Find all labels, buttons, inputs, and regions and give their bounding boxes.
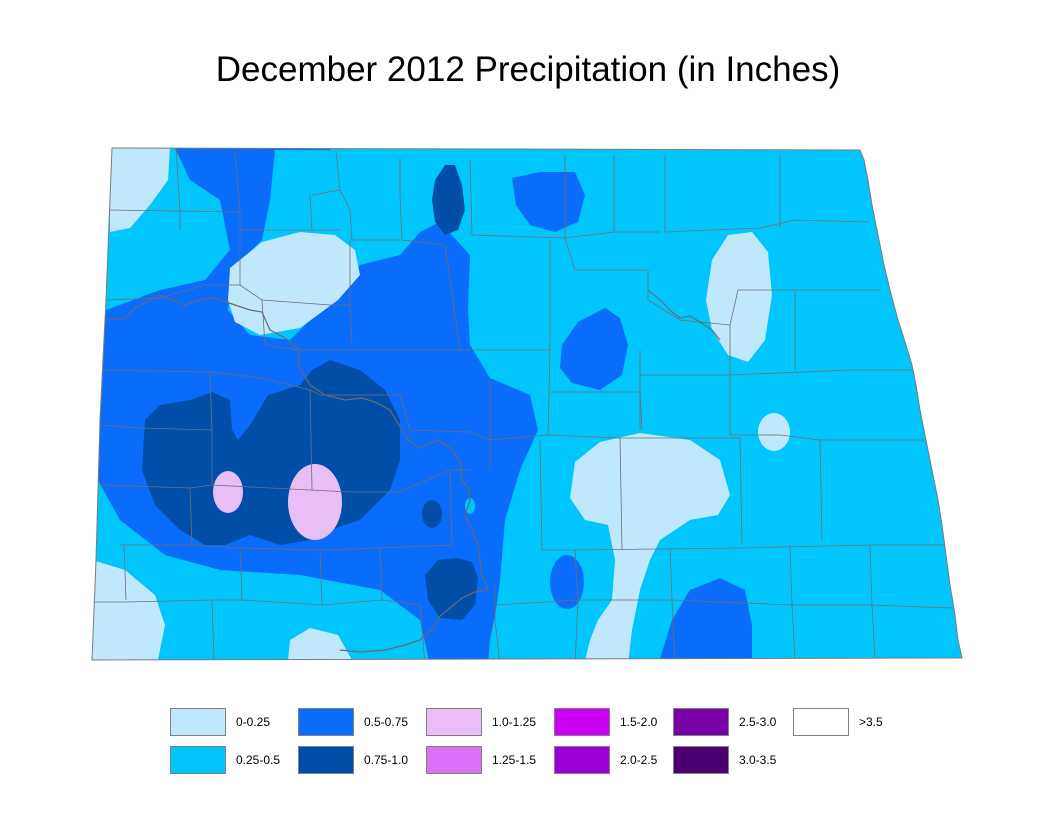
legend-label: 3.0-3.5	[739, 753, 777, 767]
legend-swatch	[170, 746, 226, 774]
legend-label: >3.5	[859, 715, 883, 729]
zone-0.5-0.75-south-small	[550, 555, 584, 609]
legend-label: 1.25-1.5	[492, 753, 537, 767]
zone-1.0-1.25-west	[213, 471, 243, 513]
zone-0.75-1.0-south	[425, 558, 478, 620]
zone-0-0.25-east-small	[758, 413, 790, 451]
precip-zones	[92, 148, 962, 660]
zone-1.0-1.25-central	[288, 464, 342, 540]
legend-label: 0.5-0.75	[364, 715, 409, 729]
sheyenne-river	[647, 289, 721, 341]
zone-0.5-0.75-central-east	[560, 308, 628, 390]
legend-swatch	[793, 708, 849, 736]
legend-swatch	[426, 708, 482, 736]
legend-label: 0.25-0.5	[236, 753, 281, 767]
legend-label: 2.0-2.5	[620, 753, 658, 767]
legend-swatch	[298, 746, 354, 774]
zone-0.5-0.75-south-east	[658, 578, 752, 660]
zone-0-0.25-north-central	[228, 232, 360, 335]
zone-0.5-0.75-north-lobe	[512, 172, 585, 232]
zone-0-0.25-south-small	[288, 628, 352, 660]
legend-swatch	[426, 746, 482, 774]
county-lines	[92, 148, 953, 660]
legend-swatch	[554, 746, 610, 774]
legend-swatch	[298, 708, 354, 736]
zone-0.75-1.0-small-dot	[422, 500, 442, 528]
legend-swatch	[673, 746, 729, 774]
state-outline	[91, 147, 963, 661]
zone-0.75-1.0-north-stripe	[432, 165, 465, 235]
legend-label: 1.5-2.0	[620, 715, 658, 729]
legend-label: 1.0-1.25	[492, 715, 537, 729]
map-title: December 2012 Precipitation (in Inches)	[215, 50, 841, 89]
legend-swatch	[170, 708, 226, 736]
zone-0.25-0.5-tiny-dot	[465, 498, 475, 514]
legend-label: 0.75-1.0	[364, 753, 409, 767]
legend-label: 2.5-3.0	[739, 715, 777, 729]
legend-swatch	[554, 708, 610, 736]
legend-swatch	[673, 708, 729, 736]
missouri-river	[105, 294, 489, 653]
zone-0-0.25-sw	[92, 560, 165, 660]
legend-label: 0-0.25	[236, 715, 271, 729]
zone-0-0.25-nw	[110, 148, 170, 232]
zone-0-0.25-ne-oval	[706, 232, 772, 362]
